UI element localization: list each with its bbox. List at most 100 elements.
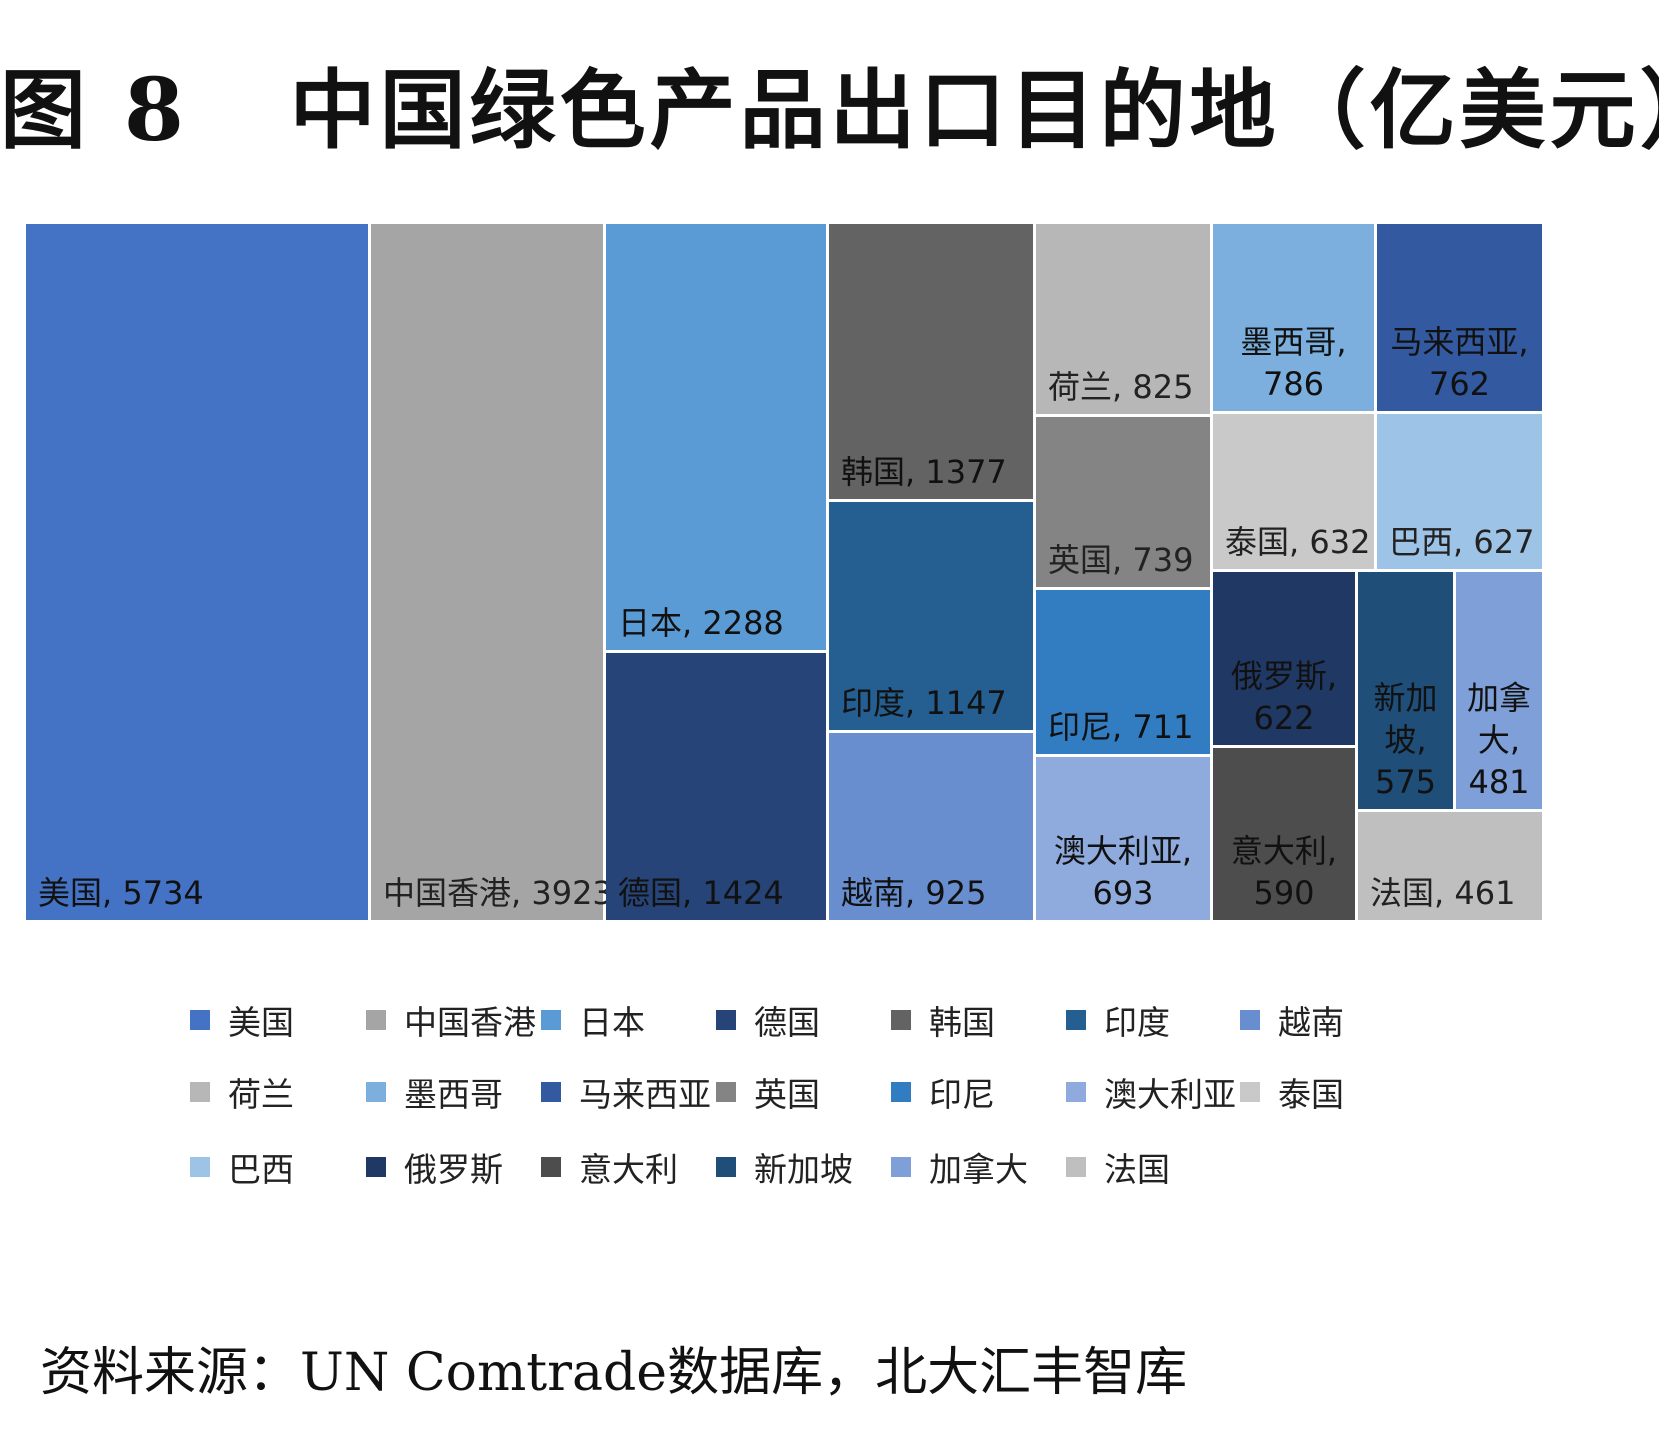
legend-item-越南: 越南 <box>1240 996 1344 1044</box>
legend-item-英国: 英国 <box>716 1068 820 1116</box>
treemap-cell-意大利: 意大利, 590 <box>1213 748 1355 920</box>
treemap-rect-巴西 <box>1377 414 1542 569</box>
legend-item-澳大利亚: 澳大利亚 <box>1066 1068 1236 1116</box>
legend-label: 加拿大 <box>929 1150 1028 1189</box>
legend-label: 法国 <box>1104 1150 1170 1189</box>
legend-label: 中国香港 <box>404 1003 536 1042</box>
treemap-cell-墨西哥: 墨西哥, 786 <box>1213 224 1374 411</box>
treemap-label-line: 590 <box>1253 874 1314 912</box>
legend-item-荷兰: 荷兰 <box>190 1068 294 1116</box>
legend-item-日本: 日本 <box>541 996 645 1044</box>
treemap-rect-印尼 <box>1036 590 1210 754</box>
treemap-rect-意大利 <box>1213 748 1355 920</box>
treemap-chart: 美国, 5734 中国香港, 3923 日本, 2288 德国, 1424 韩国, 13… <box>26 224 1542 920</box>
treemap-rect-加拿大 <box>1456 572 1542 809</box>
legend-label: 美国 <box>228 1003 294 1042</box>
treemap-label-泰国: 泰国, 632 <box>1225 523 1370 561</box>
treemap-label-line: 俄罗斯, <box>1231 657 1337 695</box>
legend-item-泰国: 泰国 <box>1240 1068 1344 1116</box>
legend-label: 韩国 <box>929 1003 995 1042</box>
treemap-rect-泰国 <box>1213 414 1374 569</box>
legend-item-韩国: 韩国 <box>891 996 995 1044</box>
legend-item-意大利: 意大利 <box>541 1143 678 1191</box>
treemap-cell-韩国: 韩国, 1377 <box>829 224 1033 499</box>
treemap-label-中国香港: 中国香港, 3923 <box>383 874 613 912</box>
legend-swatch <box>716 1082 736 1102</box>
treemap-label-line: 英国, 739 <box>1048 541 1193 579</box>
treemap-cell-法国: 法国, 461 <box>1358 812 1542 920</box>
treemap-rect-荷兰 <box>1036 224 1210 414</box>
treemap-label-line: 德国, 1424 <box>618 874 784 912</box>
legend-item-墨西哥: 墨西哥 <box>366 1068 503 1116</box>
legend-item-加拿大: 加拿大 <box>891 1143 1028 1191</box>
legend-item-俄罗斯: 俄罗斯 <box>366 1143 503 1191</box>
treemap-rect-新加坡 <box>1358 572 1453 809</box>
treemap-cell-泰国: 泰国, 632 <box>1213 414 1374 569</box>
treemap-label-line: 韩国, 1377 <box>841 453 1007 491</box>
treemap-label-line: 美国, 5734 <box>38 874 204 912</box>
legend-label: 越南 <box>1278 1003 1344 1042</box>
legend-swatch <box>891 1010 911 1030</box>
treemap-cell-俄罗斯: 俄罗斯, 622 <box>1213 572 1355 745</box>
treemap-cell-印尼: 印尼, 711 <box>1036 590 1210 754</box>
legend-swatch <box>1240 1082 1260 1102</box>
legend-swatch <box>891 1082 911 1102</box>
treemap-label-美国: 美国, 5734 <box>38 874 204 912</box>
legend-swatch <box>190 1082 210 1102</box>
legend-label: 澳大利亚 <box>1104 1075 1236 1114</box>
treemap-cell-荷兰: 荷兰, 825 <box>1036 224 1210 414</box>
legend-label: 日本 <box>579 1003 645 1042</box>
legend-swatch <box>1066 1082 1086 1102</box>
treemap-label-line: 澳大利亚, <box>1054 832 1192 870</box>
treemap-label-line: 481 <box>1468 763 1529 801</box>
legend-swatch <box>366 1082 386 1102</box>
legend-swatch <box>716 1157 736 1177</box>
treemap-label-英国: 英国, 739 <box>1048 541 1193 579</box>
legend-label: 意大利 <box>579 1150 678 1189</box>
legend-swatch <box>541 1082 561 1102</box>
source-note: 资料来源：UN Comtrade数据库，北大汇丰智库 <box>40 1343 1188 1403</box>
treemap-label-line: 日本, 2288 <box>618 604 784 642</box>
treemap-label-line: 693 <box>1092 874 1153 912</box>
legend-label: 荷兰 <box>228 1075 294 1114</box>
treemap-label-印尼: 印尼, 711 <box>1048 708 1193 746</box>
treemap-label-韩国: 韩国, 1377 <box>841 453 1007 491</box>
treemap-label-line: 加拿 <box>1467 679 1531 717</box>
treemap-cell-德国: 德国, 1424 <box>606 653 826 920</box>
legend-item-印尼: 印尼 <box>891 1068 995 1116</box>
legend-swatch <box>1066 1157 1086 1177</box>
treemap-label-line: 巴西, 627 <box>1389 523 1534 561</box>
treemap-label-俄罗斯: 俄罗斯, 622 <box>1231 657 1337 737</box>
legend-swatch <box>1240 1010 1260 1030</box>
legend-swatch <box>716 1010 736 1030</box>
treemap-label-越南: 越南, 925 <box>841 874 986 912</box>
treemap-rect-墨西哥 <box>1213 224 1374 411</box>
treemap-cell-日本: 日本, 2288 <box>606 224 826 650</box>
treemap-label-line: 法国, 461 <box>1370 874 1515 912</box>
treemap-cell-英国: 英国, 739 <box>1036 417 1210 587</box>
treemap-cell-巴西: 巴西, 627 <box>1377 414 1542 569</box>
legend-label: 泰国 <box>1278 1075 1344 1114</box>
legend-swatch <box>541 1157 561 1177</box>
treemap-label-加拿大: 加拿大, 481 <box>1467 679 1531 801</box>
legend-swatch <box>190 1010 210 1030</box>
legend-swatch <box>190 1157 210 1177</box>
legend-item-马来西亚: 马来西亚 <box>541 1068 711 1116</box>
treemap-label-line: 墨西哥, <box>1240 323 1346 361</box>
treemap-label-马来西亚: 马来西亚, 762 <box>1390 323 1528 403</box>
treemap-rect-澳大利亚 <box>1036 757 1210 920</box>
treemap-label-巴西: 巴西, 627 <box>1389 523 1534 561</box>
treemap-label-印度: 印度, 1147 <box>841 684 1007 722</box>
legend-swatch <box>541 1010 561 1030</box>
treemap-label-line: 意大利, <box>1231 832 1337 870</box>
treemap-rect-美国 <box>26 224 368 920</box>
treemap-label-line: 中国香港, 3923 <box>383 874 613 912</box>
treemap-label-墨西哥: 墨西哥, 786 <box>1240 323 1346 403</box>
legend-label: 英国 <box>754 1075 820 1114</box>
treemap-rect-法国 <box>1358 812 1542 920</box>
treemap-cell-越南: 越南, 925 <box>829 733 1033 920</box>
treemap-label-德国: 德国, 1424 <box>618 874 784 912</box>
legend-label: 马来西亚 <box>579 1075 711 1114</box>
treemap-label-新加坡: 新加坡, 575 <box>1373 679 1437 801</box>
treemap-label-line: 762 <box>1429 365 1490 403</box>
